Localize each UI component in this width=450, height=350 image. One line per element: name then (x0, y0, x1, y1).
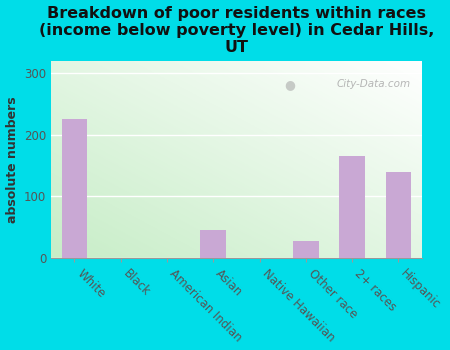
Title: Breakdown of poor residents within races
(income below poverty level) in Cedar H: Breakdown of poor residents within races… (39, 6, 434, 55)
Y-axis label: absolute numbers: absolute numbers (5, 96, 18, 223)
Text: ●: ● (284, 78, 295, 91)
Text: City-Data.com: City-Data.com (336, 79, 410, 89)
Bar (201, 230, 226, 258)
Bar (386, 172, 411, 258)
Bar (62, 119, 87, 258)
Bar (339, 156, 365, 258)
Bar (293, 241, 319, 258)
